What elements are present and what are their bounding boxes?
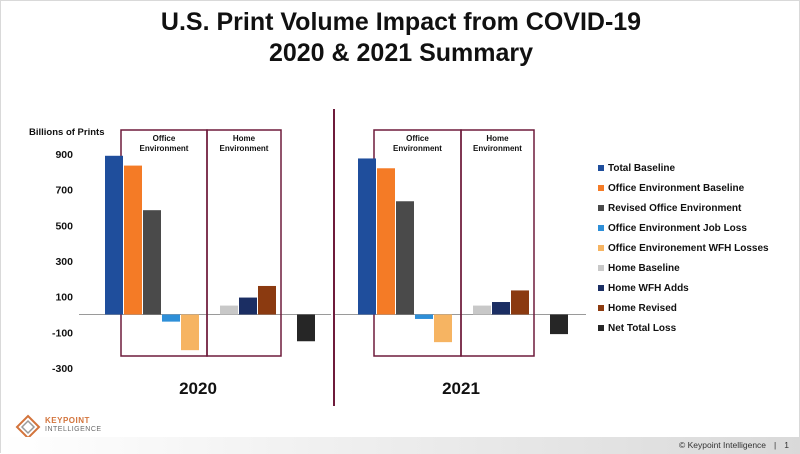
bar-2021-2 — [377, 168, 395, 315]
bar-2021-1 — [358, 158, 376, 315]
legend-label: Office Environement WFH Losses — [608, 243, 769, 254]
title-line-1: U.S. Print Volume Impact from COVID-19 — [160, 8, 642, 36]
bar-2021-6 — [473, 305, 491, 315]
y-tick-label: 100 — [55, 292, 73, 304]
footer-band — [1, 437, 800, 454]
title-line-2: 2020 & 2021 Summary — [268, 39, 534, 67]
footer: © Keypoint Intelligence | 1 — [679, 440, 789, 450]
y-tick-label: 300 — [55, 256, 73, 268]
y-tick-label: 900 — [55, 149, 73, 161]
bar-2020-4 — [162, 314, 180, 322]
legend-swatch — [598, 305, 604, 311]
legend-swatch — [598, 205, 604, 211]
legend-swatch — [598, 325, 604, 331]
group-label-2020: 2020 — [179, 379, 217, 398]
legend-swatch — [598, 165, 604, 171]
y-tick-label: 700 — [55, 185, 73, 197]
bar-2020-8 — [258, 285, 276, 315]
legend-label: Office Environment Baseline — [608, 183, 745, 194]
group-label-2021: 2021 — [442, 379, 480, 398]
legend-label: Net Total Loss — [608, 323, 677, 334]
home-environment-box — [206, 129, 282, 357]
office-environment-label: Office Environment — [393, 134, 442, 153]
bar-2021-9 — [550, 314, 568, 335]
bar-2021-8 — [511, 290, 529, 315]
bar-2021-3 — [396, 201, 414, 315]
y-tick-label: 500 — [55, 220, 73, 232]
legend-swatch — [598, 285, 604, 291]
chart-title: U.S. Print Volume Impact from COVID-19 2… — [1, 7, 800, 69]
bar-2020-6 — [220, 305, 238, 315]
legend-swatch — [598, 185, 604, 191]
legend-label: Total Baseline — [608, 163, 675, 174]
page-number: 1 — [784, 440, 789, 450]
bar-2020-7 — [239, 297, 257, 315]
office-environment-label: Office Environment — [140, 134, 189, 153]
legend-label: Home WFH Adds — [608, 283, 689, 294]
logo-word-2: INTELLIGENCE — [45, 426, 102, 433]
bar-2020-5 — [181, 314, 199, 351]
home-environment-label: Home Environment — [220, 134, 269, 153]
legend-label: Revised Office Environment — [608, 203, 742, 214]
legend-label: Office Environment Job Loss — [608, 223, 747, 234]
bar-2021-7 — [492, 302, 510, 315]
legend-swatch — [598, 225, 604, 231]
bar-2021-4 — [415, 314, 433, 319]
y-tick-label: -100 — [52, 327, 73, 339]
home-environment-box — [460, 129, 535, 357]
y-tick-label: -300 — [52, 363, 73, 375]
bar-2020-9 — [297, 314, 315, 342]
legend-label: Home Baseline — [608, 263, 680, 274]
bar-2020-1 — [105, 155, 123, 315]
logo-word-1: KEYPOINT — [45, 416, 90, 425]
bar-2021-5 — [434, 314, 452, 343]
y-axis-label: Billions of Prints — [29, 127, 104, 138]
copyright-text: © Keypoint Intelligence — [678, 440, 767, 450]
home-environment-label: Home Environment — [473, 134, 522, 153]
legend-swatch — [598, 245, 604, 251]
bar-2020-2 — [124, 165, 142, 315]
legend-label: Home Revised — [608, 303, 677, 314]
footer-separator: | — [774, 440, 777, 450]
bar-2020-3 — [143, 210, 161, 315]
legend-swatch — [598, 265, 604, 271]
